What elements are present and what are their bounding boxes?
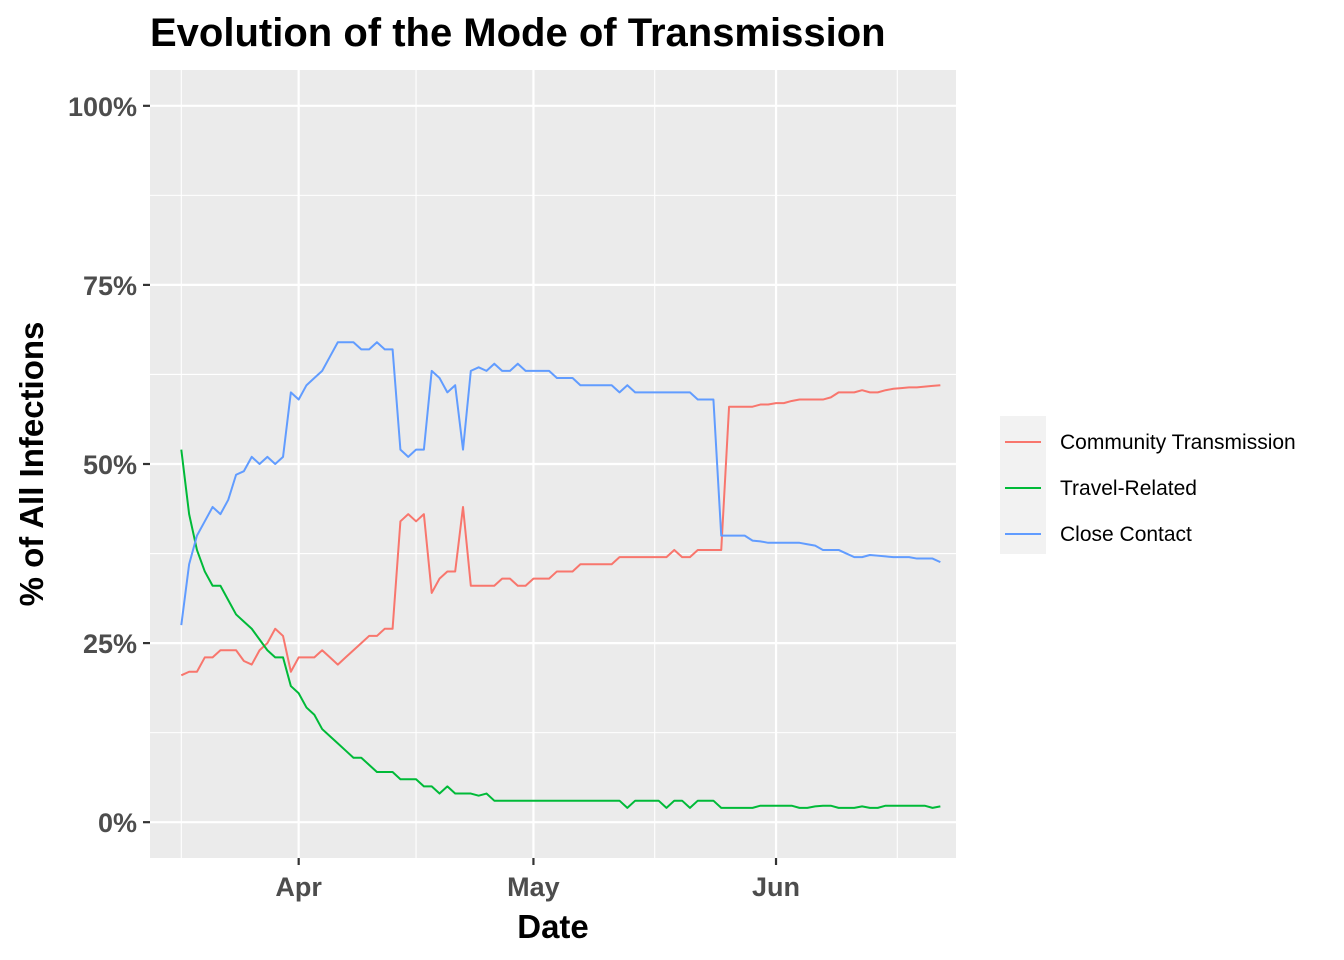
chart-title: Evolution of the Mode of Transmission (150, 11, 886, 55)
grid-major (150, 70, 956, 858)
y-tick-label: 0% (98, 808, 137, 838)
x-axis-title: Date (517, 908, 589, 945)
series-line-community-transmission (180, 384, 941, 677)
legend: Community Transmission Travel-Related Clos… (1000, 416, 1296, 554)
y-axis-title: % of All Infections (13, 322, 50, 607)
legend-background (1000, 416, 1046, 554)
legend-label-community-transmission: Community Transmission (1060, 431, 1296, 454)
series-line-travel-related (180, 449, 941, 809)
y-axis: 0% 25% 50% 75% 100% (68, 92, 150, 838)
x-tick-label: Apr (275, 872, 322, 902)
series-layer (180, 341, 941, 809)
y-tick-label: 75% (83, 271, 137, 301)
y-tick-label: 25% (83, 629, 137, 659)
legend-label-close-contact: Close Contact (1060, 523, 1192, 546)
x-tick-label: Jun (752, 872, 800, 902)
y-tick-label: 100% (68, 92, 137, 122)
legend-label-travel-related: Travel-Related (1060, 477, 1197, 500)
x-tick-label: May (507, 872, 560, 902)
series-line-close-contact (180, 341, 941, 626)
x-axis: Apr May Jun (275, 858, 800, 902)
y-tick-label: 50% (83, 450, 137, 480)
